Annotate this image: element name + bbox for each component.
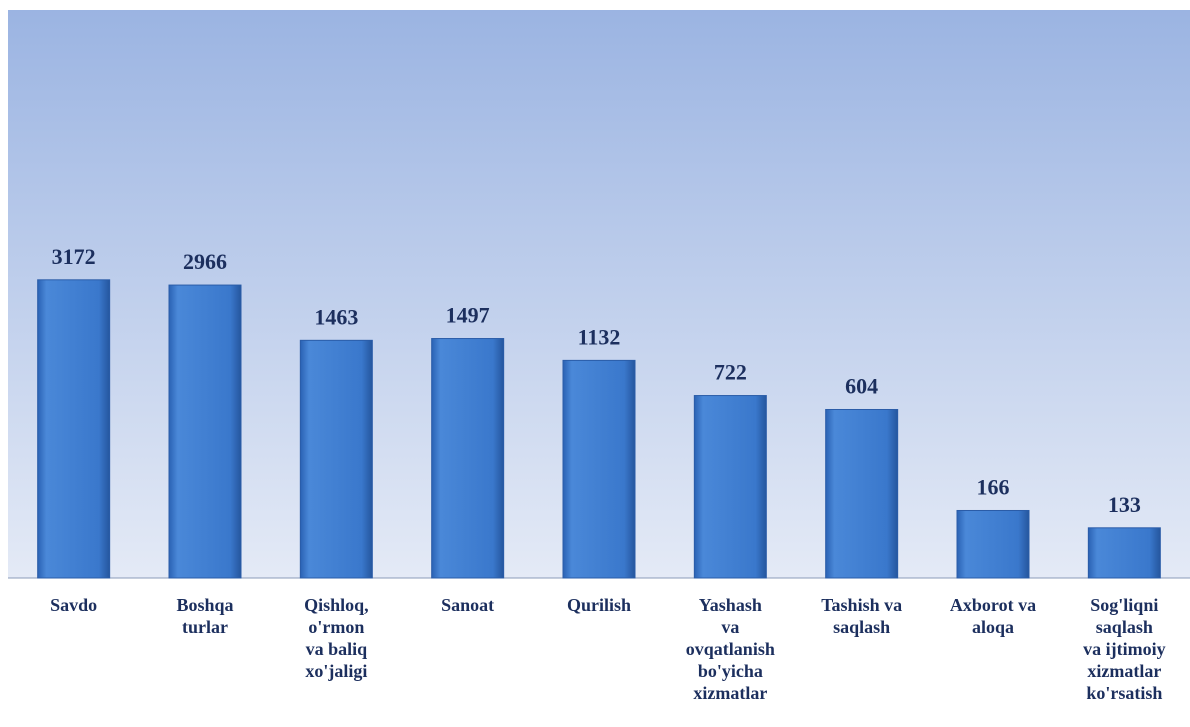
x-tick-label: Yashash va ovqatlanish bo'yicha xizmatla… — [685, 595, 775, 703]
value-label: 133 — [1108, 492, 1141, 517]
x-tick-label: Qurilish — [566, 595, 632, 615]
x-tick-label: Sog'liqni saqlash va ijtimoiy xizmatlar … — [1083, 595, 1166, 703]
x-tick-label: Qishloq, o'rmon va baliq xo'jaligi — [304, 595, 369, 681]
x-tick-label: Axborot va aloqa — [949, 595, 1037, 637]
x-tick-label: Sanoat — [441, 595, 495, 615]
bar — [1087, 527, 1161, 579]
value-label: 166 — [977, 474, 1010, 499]
x-tick-label: Boshqa turlar — [176, 595, 234, 637]
bar — [693, 395, 767, 579]
value-label: 722 — [714, 360, 747, 385]
bar — [299, 339, 373, 579]
value-label: 1132 — [578, 324, 621, 349]
x-tick-label: Savdo — [50, 595, 98, 615]
bar — [956, 509, 1030, 579]
value-label: 1497 — [446, 303, 490, 328]
bar — [562, 359, 636, 579]
value-label: 604 — [845, 373, 878, 398]
bar — [431, 338, 505, 579]
bar — [37, 279, 111, 579]
bar — [168, 284, 242, 579]
value-label: 3172 — [52, 244, 96, 269]
x-tick-label: Tashish va saqlash — [821, 595, 903, 637]
bar — [825, 408, 899, 579]
value-label: 1463 — [314, 304, 358, 329]
value-label: 2966 — [183, 249, 227, 274]
